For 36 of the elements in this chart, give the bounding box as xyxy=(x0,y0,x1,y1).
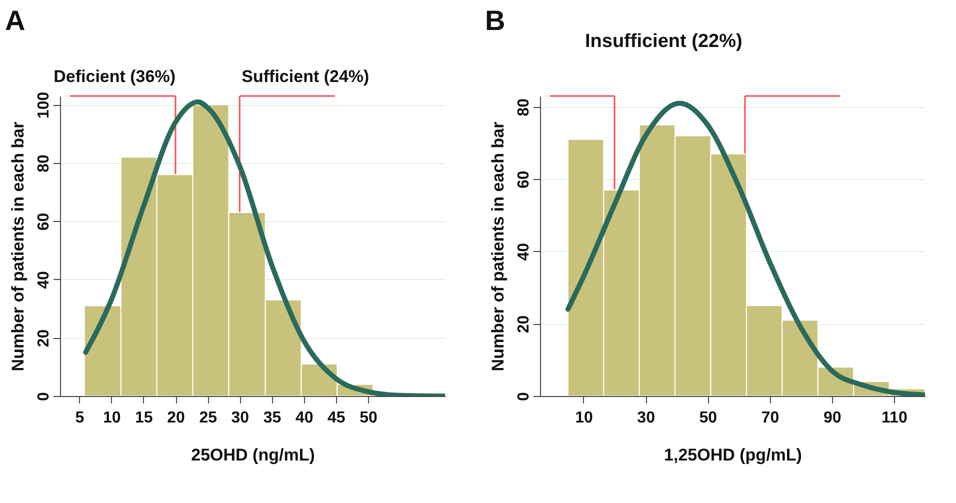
chart-title: B xyxy=(485,5,506,36)
x-tick-label: 70 xyxy=(761,410,780,426)
x-tick-label: 45 xyxy=(328,410,346,426)
y-tick-label: 100 xyxy=(36,92,52,119)
x-tick-label: 35 xyxy=(263,410,282,426)
y-tick-label: 20 xyxy=(516,315,532,334)
text: Insufficient (22%) xyxy=(585,31,742,52)
x-tick-label: 50 xyxy=(699,410,718,426)
y-tick-label: 40 xyxy=(36,270,52,289)
x-tick-label: 40 xyxy=(295,410,314,426)
x-axis-title: 25OHD (ng/mL) xyxy=(191,446,315,464)
x-tick-label: 30 xyxy=(637,410,656,426)
y-tick-label: 40 xyxy=(516,242,532,261)
x-tick-label: 90 xyxy=(823,410,842,426)
ref-line-label: Deficient (36%) xyxy=(54,67,176,86)
chart-title: A xyxy=(5,5,26,36)
x-tick-label: 50 xyxy=(360,410,378,426)
x-tick-label: 10 xyxy=(575,410,593,426)
y-axis-title: Number of patients in each bar xyxy=(488,121,508,372)
y-tick-label: 0 xyxy=(36,392,52,401)
x-tick-label: 20 xyxy=(167,410,185,426)
x-tick-label: 10 xyxy=(102,410,121,426)
y-tick-label: 80 xyxy=(36,154,52,172)
y-tick-label: 20 xyxy=(36,329,52,348)
ref-line-label: Sufficient (24%) xyxy=(242,67,370,86)
x-tick-label: 5 xyxy=(75,410,84,426)
y-tick-label: 80 xyxy=(516,98,532,116)
x-tick-label: 110 xyxy=(882,410,908,426)
x-tick-label: 30 xyxy=(231,410,250,426)
x-tick-label: 25 xyxy=(199,410,218,426)
y-axis-title: Number of patients in each bar xyxy=(8,121,28,372)
x-axis-title: 1,25OHD (pg/mL) xyxy=(664,446,802,464)
y-tick-label: 0 xyxy=(516,392,532,401)
y-tick-label: 60 xyxy=(516,170,532,189)
x-tick-label: 15 xyxy=(135,410,153,426)
y-tick-label: 60 xyxy=(36,212,52,231)
